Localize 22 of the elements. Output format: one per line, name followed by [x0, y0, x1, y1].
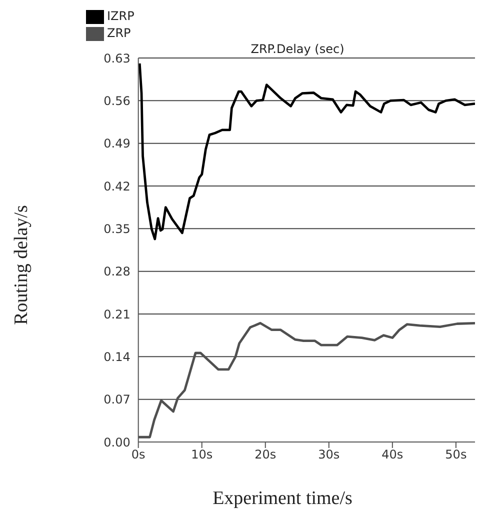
chart-title: ZRP.Delay (sec)	[250, 42, 344, 56]
y-tick-label: 0.63	[104, 51, 130, 66]
x-tick-label: 50s	[445, 448, 467, 462]
y-tick-label: 0.28	[104, 264, 130, 279]
x-tick-label: 30s	[318, 448, 340, 462]
line-series	[138, 62, 475, 240]
y-tick-label: 0.56	[104, 94, 130, 108]
x-tick-label: 10s	[191, 448, 213, 462]
x-tick-label: 40s	[382, 448, 404, 462]
y-tick-label: 0.14	[104, 350, 130, 364]
y-tick-label: 0.49	[104, 136, 130, 151]
legend-label: ZRP	[107, 25, 131, 42]
y-tick-label: 0.07	[104, 392, 130, 407]
y-axis-title: Routing delay/s	[11, 205, 33, 325]
y-tick-label: 0.42	[104, 179, 130, 194]
x-tick-label: 20s	[254, 448, 276, 462]
x-axis-title: Experiment time/s	[212, 488, 354, 510]
x-tick-label: 0s	[131, 448, 146, 462]
y-tick-label: 0.00	[104, 435, 130, 450]
y-tick-label: 0.21	[104, 307, 130, 322]
legend-label: IZRP	[107, 8, 134, 25]
y-tick-label: 0.35	[104, 222, 130, 236]
